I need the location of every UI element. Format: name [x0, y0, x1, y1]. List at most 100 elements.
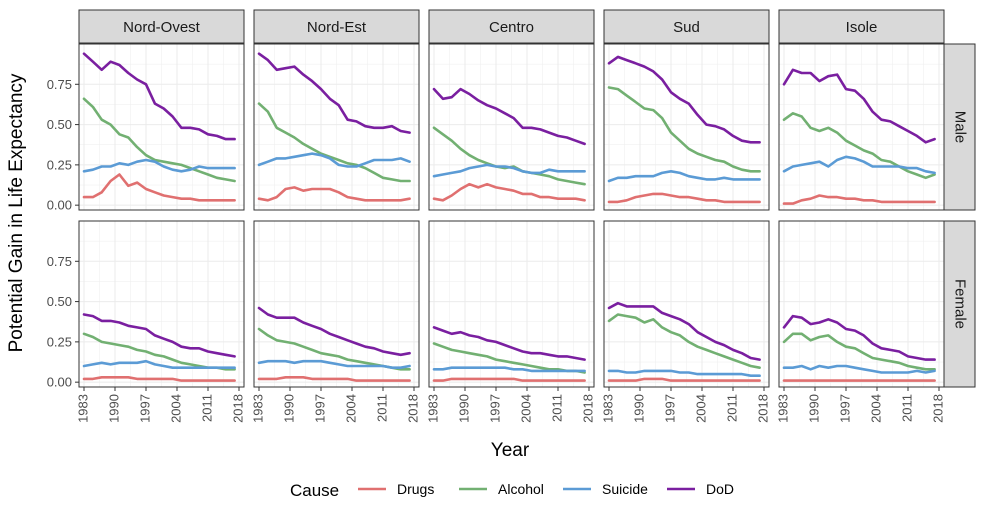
x-tick-label: 2011 — [199, 394, 214, 422]
strip-background — [78, 9, 245, 44]
y-axis-title: Potential Gain in Life Expectancy — [6, 73, 27, 352]
panel-female-nord-est: 1983 1990 1997 2004 2011 2018 — [250, 220, 420, 423]
x-tick-label: 1997 — [312, 394, 327, 423]
legend: Cause Drugs Alcohol Suicide DoD — [290, 481, 734, 500]
x-tick-label: 1983 — [600, 394, 615, 423]
x-tick-label: 2011 — [724, 394, 739, 422]
x-tick-label: 2004 — [518, 394, 533, 423]
series-line-alcohol — [257, 102, 411, 183]
series-line-alcohol — [782, 112, 936, 180]
strip-background — [943, 43, 976, 211]
series-line-dod — [782, 68, 936, 144]
panel-border — [253, 43, 420, 211]
series-line-alcohol — [607, 86, 761, 173]
strip-background — [778, 9, 945, 44]
y-tick-label: 0.25 — [47, 157, 72, 172]
series-line-alcohol — [432, 342, 586, 374]
series-line-suicide — [82, 359, 236, 370]
strip-label: Male — [952, 111, 969, 144]
x-tick-label: 2004 — [868, 394, 883, 423]
series-line-dod — [82, 52, 236, 141]
x-tick-label: 2011 — [549, 394, 564, 422]
y-tick-label: 0.50 — [47, 117, 72, 132]
x-tick-label: 2018 — [580, 394, 595, 423]
series-line-drugs — [432, 182, 586, 202]
x-tick-label: 1990 — [806, 394, 821, 423]
panel-border — [428, 43, 595, 211]
x-tick-label: 1990 — [106, 394, 121, 423]
panel-male-nord-ovest: 0.00 0.25 0.50 0.75 — [47, 43, 245, 213]
series-line-drugs — [82, 375, 236, 382]
strip-label: Isole — [846, 19, 878, 36]
panel-border — [603, 43, 770, 211]
x-tick-label: 1983 — [775, 394, 790, 423]
strip-label: Female — [952, 279, 969, 329]
column-strip-centro: Centro — [428, 9, 595, 44]
legend-title: Cause — [290, 481, 339, 500]
series-line-drugs — [432, 377, 586, 382]
series-line-dod — [782, 314, 936, 361]
y-tick-label: 0.25 — [47, 334, 72, 349]
legend-label: Drugs — [397, 481, 434, 497]
row-strips: Male Female — [943, 43, 976, 388]
legend-item-dod: DoD — [667, 481, 734, 497]
y-tick-label: 0.50 — [47, 294, 72, 309]
series-line-suicide — [257, 152, 411, 168]
column-strip-sud: Sud — [603, 9, 770, 44]
facet-panels: Nord-Ovest Nord-Est Centro Sud Isole 0.00 0.25… — [47, 9, 945, 423]
strip-label: Nord-Est — [307, 19, 367, 36]
strip-background — [253, 9, 420, 44]
y-tick-label: 0.75 — [47, 254, 72, 269]
series-line-suicide — [607, 369, 761, 378]
x-axis-title: Year — [491, 440, 530, 461]
legend-item-alcohol: Alcohol — [459, 481, 544, 497]
x-tick-label: 2004 — [168, 394, 183, 423]
panel-border — [428, 220, 595, 388]
panel-border — [78, 220, 245, 388]
series-line-suicide — [607, 170, 761, 183]
series-line-alcohol — [782, 332, 936, 371]
strip-label: Centro — [489, 19, 534, 36]
series-line-drugs — [257, 186, 411, 202]
x-tick-label: 2018 — [930, 394, 945, 423]
series-line-alcohol — [607, 313, 761, 370]
legend-label: Suicide — [602, 481, 648, 497]
panel-male-nord-est — [253, 43, 420, 211]
row-strip-female: Female — [943, 220, 976, 388]
x-tick-label: 1997 — [837, 394, 852, 423]
series-line-dod — [432, 87, 586, 146]
x-tick-label: 2018 — [755, 394, 770, 423]
row-strip-male: Male — [943, 43, 976, 211]
panel-male-sud — [603, 43, 770, 211]
series-line-drugs — [82, 173, 236, 202]
x-tick-label: 1990 — [281, 394, 296, 423]
series-line-suicide — [82, 158, 236, 173]
series-line-dod — [257, 52, 411, 134]
series-line-drugs — [607, 192, 761, 204]
x-tick-label: 2018 — [405, 394, 420, 423]
panel-border — [78, 43, 245, 211]
panel-male-isole — [778, 43, 945, 211]
strip-background — [603, 9, 770, 44]
panel-border — [253, 220, 420, 388]
column-strip-nord-ovest: Nord-Ovest — [78, 9, 245, 44]
x-tick-label: 1990 — [456, 394, 471, 423]
strip-label: Nord-Ovest — [123, 19, 201, 36]
series-line-drugs — [782, 194, 936, 205]
series-line-drugs — [257, 375, 411, 382]
series-line-suicide — [432, 366, 586, 373]
panel-female-centro: 1983 1990 1997 2004 2011 2018 — [425, 220, 595, 423]
panel-female-nord-ovest: 0.00 0.25 0.50 0.75 1983 1990 1997 2004 2011 2018 — [47, 220, 245, 423]
panel-female-isole: 1983 1990 1997 2004 2011 2018 — [775, 220, 945, 423]
x-tick-label: 2011 — [374, 394, 389, 422]
series-line-alcohol — [82, 97, 236, 183]
y-tick-label: 0.00 — [47, 375, 72, 390]
y-tick-label: 0.75 — [47, 77, 72, 92]
series-line-dod — [82, 313, 236, 358]
panel-male-centro — [428, 43, 595, 211]
series-line-suicide — [432, 163, 586, 178]
column-strip-isole: Isole — [778, 9, 945, 44]
x-tick-label: 1997 — [487, 394, 502, 423]
legend-item-suicide: Suicide — [563, 481, 648, 497]
